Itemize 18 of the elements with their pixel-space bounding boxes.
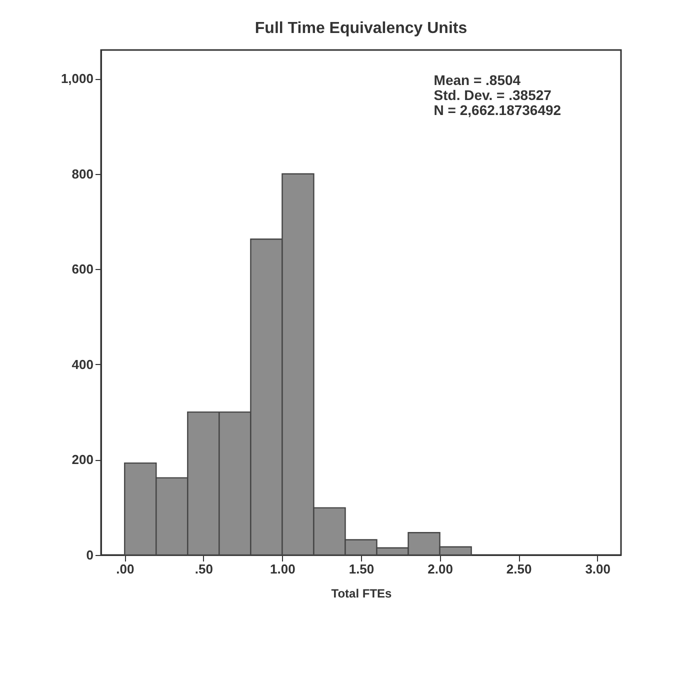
y-tick-label: 0 — [86, 548, 94, 562]
y-tick-label: 200 — [72, 452, 94, 468]
x-axis-title: Total FTEs — [331, 586, 392, 600]
y-tick-label: 800 — [72, 166, 94, 182]
y-tick-label: 1,000 — [60, 71, 94, 86]
x-tick-label: 2.50 — [506, 562, 532, 576]
annotation: N = 2,662.18736492 — [434, 102, 562, 118]
x-tick-label: 1.00 — [270, 562, 296, 576]
chart-title: Full Time Equivalency Units — [254, 20, 468, 37]
x-tick-label: .00 — [116, 562, 134, 576]
y-tick-label: 400 — [72, 356, 94, 372]
y-tick-label: 600 — [72, 262, 94, 277]
annotation: Std. Dev. = .38527 — [434, 87, 552, 103]
x-tick-label: 2.00 — [428, 562, 453, 576]
annotation: Mean = .8504 — [434, 72, 521, 88]
x-tick-label: 3.00 — [585, 562, 611, 576]
x-tick-label: .50 — [194, 562, 213, 576]
x-tick-label: 1.50 — [348, 562, 374, 576]
